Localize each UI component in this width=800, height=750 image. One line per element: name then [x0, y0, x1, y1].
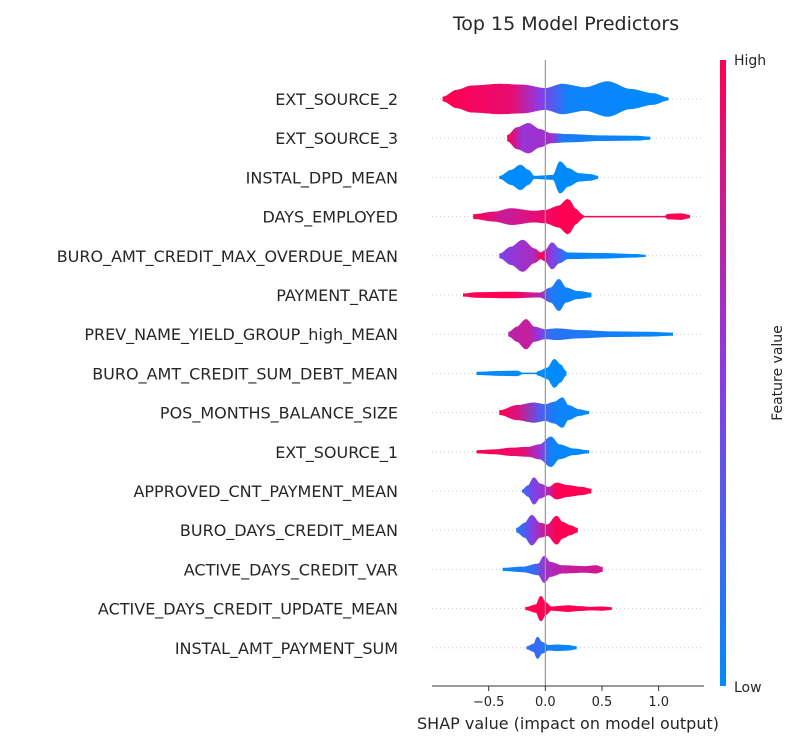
violin-buro-days-credit-mean: [516, 514, 578, 546]
violins: [442, 81, 691, 659]
feature-label: INSTAL_DPD_MEAN: [246, 168, 398, 188]
feature-label: PREV_NAME_YIELD_GROUP_high_MEAN: [84, 325, 398, 345]
chart-title: Top 15 Model Predictors: [452, 13, 679, 35]
feature-label: POS_MONTHS_BALANCE_SIZE: [160, 404, 398, 424]
violin-prev-name-yield-group-high-mean: [508, 319, 674, 350]
x-axis-title: SHAP value (impact on model output): [417, 714, 719, 733]
feature-label: INSTAL_AMT_PAYMENT_SUM: [175, 639, 398, 659]
violin-payment-rate: [462, 279, 592, 311]
x-ticks: −0.5 0.0 0.5 1.0: [473, 686, 669, 710]
x-tick-label: 0.0: [535, 695, 556, 710]
violin-approved-cnt-payment-mean: [521, 477, 592, 505]
x-tick-label: 0.5: [592, 695, 613, 710]
colorbar: High Low Feature value: [720, 53, 786, 696]
violin-active-days-credit-update-mean: [525, 595, 612, 622]
violin-instal-dpd-mean: [499, 161, 599, 194]
violin-ext-source-3: [507, 122, 651, 154]
colorbar-low-label: Low: [734, 680, 762, 696]
colorbar-high-label: High: [734, 53, 766, 69]
feature-label: EXT_SOURCE_3: [275, 129, 398, 149]
feature-label: ACTIVE_DAYS_CREDIT_UPDATE_MEAN: [98, 600, 398, 620]
feature-label: APPROVED_CNT_PAYMENT_MEAN: [133, 482, 398, 502]
violin-ext-source-1: [476, 436, 590, 467]
x-axis: −0.5 0.0 0.5 1.0 SHAP value (impact on mode…: [417, 685, 719, 733]
feature-label: EXT_SOURCE_1: [275, 443, 398, 463]
feature-rows: EXT_SOURCE_2 EXT_SOURCE_3 INSTAL_DPD_MEAN D…: [57, 90, 704, 659]
violin-ext-source-2: [442, 81, 669, 117]
feature-label: DAYS_EMPLOYED: [263, 208, 399, 228]
violin-buro-amt-credit-sum-debt-mean: [476, 359, 567, 388]
feature-label: BURO_AMT_CREDIT_MAX_OVERDUE_MEAN: [57, 247, 398, 267]
colorbar-gradient: [720, 60, 726, 686]
x-tick-label: −0.5: [473, 695, 505, 710]
violin-instal-amt-payment-sum: [526, 636, 577, 659]
x-tick-label: 1.0: [648, 695, 669, 710]
feature-label: ACTIVE_DAYS_CREDIT_VAR: [184, 560, 398, 580]
feature-label: PAYMENT_RATE: [276, 286, 398, 306]
feature-label: BURO_AMT_CREDIT_SUM_DEBT_MEAN: [92, 364, 398, 384]
violin-pos-months-balance-size: [499, 397, 590, 428]
colorbar-title: Feature value: [770, 325, 786, 421]
violin-buro-amt-credit-max-overdue-mean: [499, 239, 646, 272]
feature-label: BURO_DAYS_CREDIT_MEAN: [180, 521, 398, 541]
violin-days-employed: [473, 198, 691, 235]
violin-active-days-credit-var: [502, 555, 603, 583]
feature-label: EXT_SOURCE_2: [275, 90, 398, 110]
